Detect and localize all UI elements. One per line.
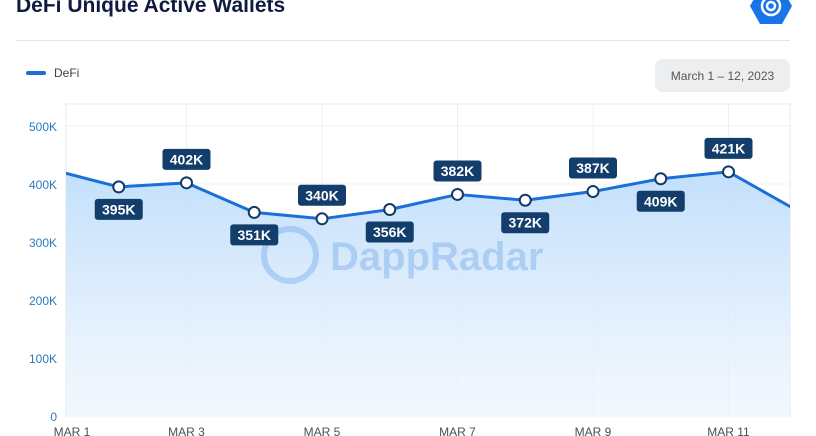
data-label-box [569,157,617,179]
x-tick-label: MAR 1 [54,425,91,436]
x-tick-label: MAR 9 [575,425,612,436]
x-tick-label: MAR 5 [304,425,341,436]
date-range-button[interactable]: March 1 – 12, 2023 [655,59,790,92]
watermark: DappRadar [330,235,543,279]
data-point [518,193,532,207]
legend-label: DeFi [54,66,80,80]
data-point [315,212,329,226]
data-point [586,185,600,199]
x-tick-label: MAR 11 [707,425,750,436]
series-line [66,170,790,221]
data-label-box [501,212,550,234]
data-label: 382K [441,163,474,179]
x-tick-label: MAR 7 [439,425,476,436]
data-point [383,203,397,217]
data-label-box [704,137,753,159]
data-label-box [298,184,346,206]
data-label: 340K [305,187,338,203]
legend[interactable]: DeFi [26,66,79,80]
data-label-box [230,224,279,246]
header-divider [16,40,790,41]
data-label-box [636,190,685,212]
y-tick-label: 0 [50,410,57,424]
data-label: 421K [712,140,745,156]
data-label: 387K [576,160,609,176]
data-point [247,205,261,219]
y-tick-label: 200K [29,294,57,308]
data-label-box [94,198,143,220]
y-tick-label: 100K [29,352,57,366]
data-point [722,165,735,179]
y-tick-label: 300K [29,236,57,250]
data-point [654,172,668,186]
data-label: 372K [509,215,542,231]
data-label: 356K [373,224,406,240]
data-label: 409K [644,193,677,209]
data-point [451,187,464,201]
data-point [180,176,193,190]
watermark-logo-icon [261,226,319,284]
data-label-box [365,221,414,243]
data-label: 402K [170,151,203,167]
y-tick-label: 400K [29,178,57,192]
x-tick-label: MAR 3 [168,425,205,436]
data-point [112,180,126,194]
chart-title: DeFi Unique Active Wallets [16,0,286,17]
data-label-box [433,160,482,182]
data-label: 395K [102,201,135,217]
dappradar-logo-icon [750,0,792,24]
data-label-box [162,148,211,170]
data-label: 351K [238,227,271,243]
legend-swatch [26,71,46,75]
watermark-group: DappRadar [261,226,543,284]
y-tick-label: 500K [29,120,57,134]
